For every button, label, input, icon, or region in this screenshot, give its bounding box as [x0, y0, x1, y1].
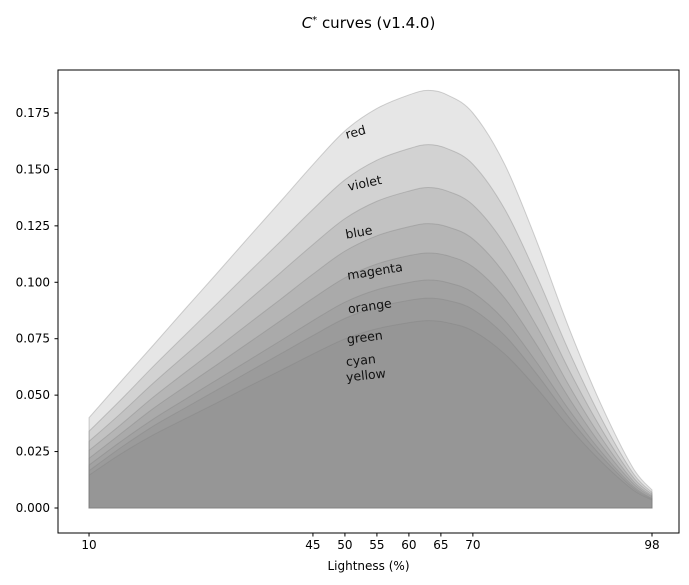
plot-border [57, 69, 680, 534]
x-tick-label: 10 [81, 538, 96, 552]
area-series-green [88, 279, 653, 509]
series-label-violet: violet [346, 172, 383, 194]
y-tick-label: 0.150 [16, 162, 50, 176]
chart-title: C* curves (v1.4.0) [58, 11, 679, 33]
series-label-green: green [346, 327, 384, 346]
y-tick-label: 0.025 [16, 445, 50, 459]
area-series-violet [88, 144, 653, 509]
x-tick-label: 55 [369, 538, 384, 552]
series-label-blue: blue [344, 222, 374, 242]
y-tick-label: 0.175 [16, 106, 50, 120]
area-series-yellow [88, 320, 653, 509]
y-tick-label: 0.125 [16, 219, 50, 233]
y-tick-label: 0.000 [16, 501, 50, 515]
series-label-orange: orange [347, 295, 393, 316]
x-axis-label: Lightness (%) [327, 559, 409, 573]
x-tick-label: 65 [433, 538, 448, 552]
x-tick-label: 45 [305, 538, 320, 552]
y-tick-label: 0.075 [16, 332, 50, 346]
y-tick-label: 0.100 [16, 275, 50, 289]
title-math-variable: C [301, 14, 313, 32]
title-superscript: * [312, 15, 318, 26]
x-tick-label: 60 [401, 538, 416, 552]
x-tick-label: 50 [337, 538, 352, 552]
series-label-yellow: yellow [345, 365, 386, 384]
area-series-magenta [88, 223, 653, 509]
area-series-orange [88, 252, 653, 509]
area-series-red [88, 89, 653, 509]
area-series-cyan [88, 297, 653, 509]
x-tick-label: 70 [465, 538, 480, 552]
area-series-blue [88, 186, 653, 509]
y-tick-label: 0.050 [16, 388, 50, 402]
x-tick-label: 98 [644, 538, 659, 552]
title-text: curves (v1.4.0) [317, 14, 436, 32]
series-label-red: red [344, 122, 368, 142]
series-label-cyan: cyan [345, 351, 376, 369]
